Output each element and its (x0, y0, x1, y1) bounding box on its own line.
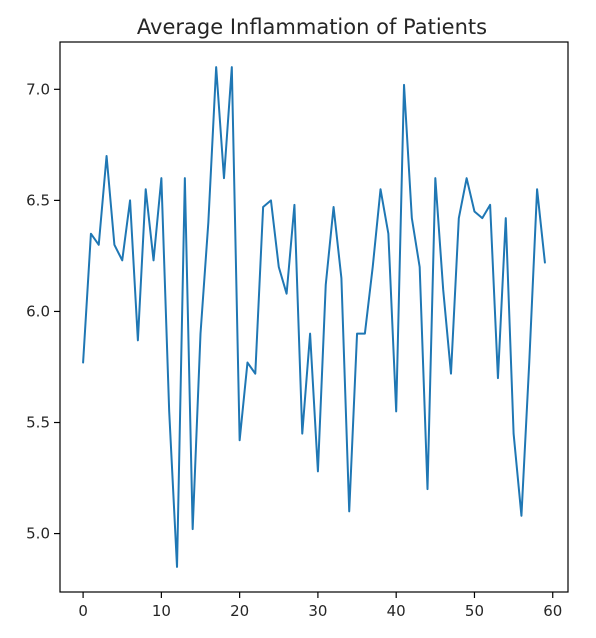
series-group (82, 66, 546, 568)
chart-title: Average Inflammation of Patients (137, 15, 487, 39)
data-point (160, 177, 162, 179)
data-point (137, 339, 139, 341)
data-point (231, 66, 233, 68)
data-point (442, 288, 444, 290)
series-line (82, 66, 546, 568)
data-point (473, 210, 475, 212)
y-tick-label: 5.0 (26, 525, 50, 543)
data-point (497, 377, 499, 379)
y-tick-label: 7.0 (26, 80, 50, 98)
data-point (513, 433, 515, 435)
data-point (419, 266, 421, 268)
data-point (395, 410, 397, 412)
data-point (82, 362, 84, 364)
x-tick-label: 20 (230, 602, 249, 620)
data-point (192, 528, 194, 530)
data-point (129, 199, 131, 201)
data-point (168, 410, 170, 412)
data-point (106, 155, 108, 157)
data-point (254, 373, 256, 375)
data-point (536, 188, 538, 190)
data-point (90, 233, 92, 235)
data-point (325, 284, 327, 286)
data-point (505, 217, 507, 219)
data-point (121, 259, 123, 261)
data-point (458, 217, 460, 219)
y-tick-label: 6.5 (26, 191, 50, 209)
data-point (317, 470, 319, 472)
data-point (528, 362, 530, 364)
data-point (270, 199, 272, 201)
data-point (411, 217, 413, 219)
data-point (153, 259, 155, 261)
data-point (544, 262, 546, 264)
data-point (200, 333, 202, 335)
data-point (520, 515, 522, 517)
data-point (246, 362, 248, 364)
data-point (207, 222, 209, 224)
x-tick-label: 30 (308, 602, 327, 620)
x-tick-label: 50 (465, 602, 484, 620)
data-point (364, 333, 366, 335)
data-point (348, 510, 350, 512)
data-point (184, 177, 186, 179)
data-point (309, 333, 311, 335)
data-point (450, 373, 452, 375)
data-point (481, 217, 483, 219)
data-point (98, 244, 100, 246)
data-point (293, 204, 295, 206)
data-point (262, 206, 264, 208)
data-point (286, 293, 288, 295)
x-tick-label: 40 (387, 602, 406, 620)
y-tick-label: 5.5 (26, 414, 50, 432)
data-point (387, 233, 389, 235)
y-axis: 5.0 5.5 6.0 6.5 7.0 (26, 80, 60, 543)
data-point (403, 84, 405, 86)
data-point (176, 566, 178, 568)
x-axis: 0 10 20 30 40 50 60 (78, 592, 562, 620)
x-tick-label: 0 (78, 602, 88, 620)
data-point (489, 204, 491, 206)
y-tick-label: 6.0 (26, 302, 50, 320)
data-point (215, 66, 217, 68)
data-point (434, 177, 436, 179)
data-point (113, 244, 115, 246)
x-tick-label: 10 (152, 602, 171, 620)
data-point (356, 333, 358, 335)
data-point (380, 188, 382, 190)
data-point (223, 177, 225, 179)
data-point (278, 266, 280, 268)
data-point (145, 188, 147, 190)
data-point (301, 433, 303, 435)
plot-area-frame (59, 41, 569, 593)
data-point (340, 277, 342, 279)
data-point (333, 206, 335, 208)
x-tick-label: 60 (543, 602, 562, 620)
data-point (372, 266, 374, 268)
data-point (466, 177, 468, 179)
data-point (239, 439, 241, 441)
data-point (426, 488, 428, 490)
